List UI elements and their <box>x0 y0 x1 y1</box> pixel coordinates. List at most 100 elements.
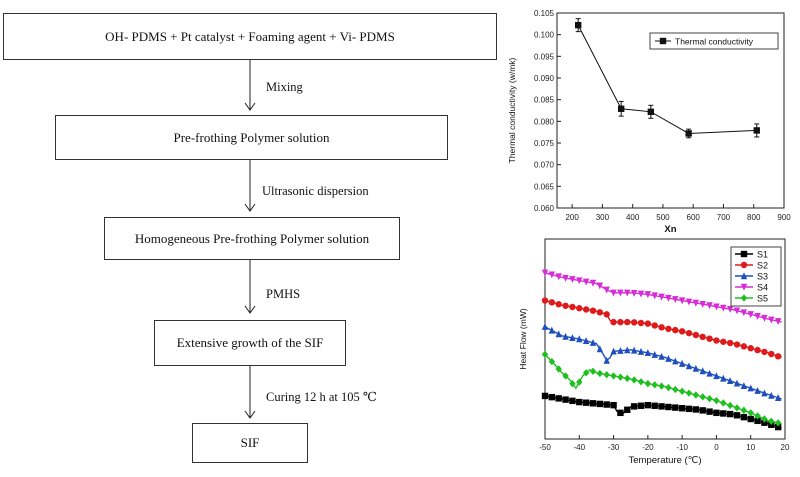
x-axis-title: Xn <box>664 224 676 233</box>
data-point-s5 <box>672 385 679 394</box>
y-axis-title: Heat Flow (mW) <box>518 308 528 370</box>
data-point-s4 <box>685 298 693 306</box>
data-point-s2 <box>720 338 727 345</box>
data-point-s4 <box>569 276 576 284</box>
flow-step-2: Pre-frothing Polymer solution <box>55 115 448 160</box>
data-point-s1 <box>720 410 727 417</box>
data-point-s3 <box>624 346 631 354</box>
data-point-s4 <box>692 299 700 307</box>
data-point-s3 <box>733 379 741 387</box>
data-point-s1 <box>610 401 617 409</box>
data-point-s2 <box>699 333 706 341</box>
data-point-s4 <box>651 292 658 300</box>
data-point-s4 <box>555 273 562 281</box>
data-point-s2 <box>733 341 741 348</box>
data-point-s1 <box>630 403 638 410</box>
data-point-s4 <box>774 318 782 326</box>
data-point-s5 <box>720 399 727 407</box>
data-point-s2 <box>672 326 679 334</box>
arrow-label-mixing: Mixing <box>266 80 303 94</box>
data-point-s4 <box>617 289 624 297</box>
data-point-s5 <box>678 387 686 396</box>
data-point-s3 <box>672 357 679 365</box>
flow-step-4: Extensive growth of the SIF <box>154 320 346 366</box>
data-point-s2 <box>754 346 761 354</box>
data-point-s1 <box>589 400 597 407</box>
data-point-s1 <box>754 417 761 425</box>
data-point-s3 <box>665 354 672 362</box>
x-tick-label: -50 <box>539 443 551 452</box>
data-point-s1 <box>624 406 631 413</box>
data-point-s3 <box>569 334 576 341</box>
data-point <box>647 108 655 115</box>
legend-label-s1: S1 <box>757 250 768 260</box>
data-point-s4 <box>761 314 768 322</box>
x-tick-label: 400 <box>626 213 640 222</box>
data-point-s2 <box>678 328 686 335</box>
data-point-s3 <box>630 346 638 354</box>
arrow-label-ultrasonic: Ultrasonic dispersion <box>262 184 369 198</box>
data-point-s5 <box>692 391 700 399</box>
data-point-s1 <box>685 405 693 413</box>
data-point <box>617 105 625 112</box>
data-point-s3 <box>644 349 652 357</box>
data-point-s3 <box>658 352 665 360</box>
data-point-s1 <box>596 400 604 408</box>
data-point-s4 <box>562 274 569 282</box>
data-point-s4 <box>548 271 556 279</box>
data-point-s1 <box>678 405 686 412</box>
data-point-s1 <box>576 398 583 406</box>
x-tick-label: 600 <box>687 213 701 222</box>
data-point-s2 <box>637 319 645 327</box>
data-point-s5 <box>754 412 761 420</box>
data-point-s3 <box>774 394 782 402</box>
data-point-s2 <box>768 350 775 358</box>
data-point-s3 <box>692 364 700 372</box>
data-point-s1 <box>747 415 754 423</box>
data-point-s3 <box>706 369 713 377</box>
flow-step-1: OH- PDMS + Pt catalyst + Foaming agent +… <box>3 13 497 60</box>
data-point-s3 <box>637 347 645 355</box>
data-point-s2 <box>665 325 672 333</box>
data-point-s3 <box>726 377 734 385</box>
data-point-s5 <box>624 374 631 383</box>
data-point-s5 <box>610 372 617 380</box>
plot-frame <box>556 12 785 209</box>
data-point-s2 <box>617 318 624 326</box>
data-point-s4 <box>699 301 706 308</box>
legend-marker <box>659 37 667 45</box>
data-point-s1 <box>692 406 700 413</box>
data-point-s3 <box>699 367 706 375</box>
data-point-s2 <box>658 324 665 331</box>
data-point-s4 <box>754 313 761 320</box>
flow-step-3: Homogeneous Pre-frothing Polymer solutio… <box>104 217 400 260</box>
data-point <box>574 21 582 29</box>
data-point-s3 <box>596 345 604 353</box>
data-point-s2 <box>562 302 569 309</box>
thermal-conductivity-chart: 200 300 400 500 600 700 800 900 0.060 0.065 0.070 0… <box>507 9 791 233</box>
data-point-s3 <box>754 386 761 394</box>
data-point-s2 <box>761 348 768 356</box>
data-point-s4 <box>658 293 665 301</box>
data-point-s1 <box>658 403 665 410</box>
data-point-s2 <box>685 329 693 337</box>
data-point <box>685 130 692 137</box>
data-point-s4 <box>726 305 734 313</box>
data-point-s1 <box>548 393 556 401</box>
data-point-s2 <box>651 322 658 329</box>
data-point-s2 <box>582 306 590 313</box>
data-point-s1 <box>562 396 569 403</box>
legend-marker-s3 <box>740 272 748 280</box>
y-tick-label: 0.080 <box>534 117 555 126</box>
heat-flow-chart: -50 -40 -30 -20 -10 0 10 20 Temperature (℃) Heat … <box>518 238 790 466</box>
data-point-s2 <box>576 305 583 312</box>
x-tick-label: 500 <box>656 213 670 222</box>
data-point-s1 <box>699 407 706 414</box>
data-point-s2 <box>692 331 700 339</box>
data-point-s3 <box>651 350 658 358</box>
data-point-s1 <box>555 395 562 402</box>
data-point-s3 <box>610 347 617 355</box>
data-point-s2 <box>589 307 597 314</box>
data-point-s3 <box>603 356 610 364</box>
